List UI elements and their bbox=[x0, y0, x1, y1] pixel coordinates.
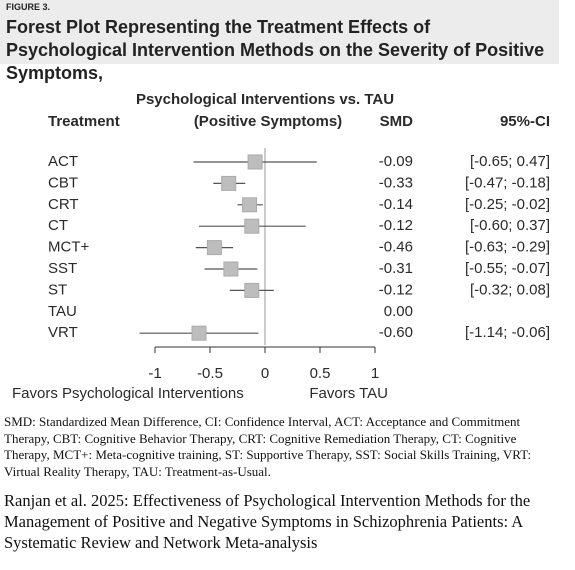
row-label: CBT bbox=[48, 174, 78, 191]
column-header: SMD bbox=[380, 113, 414, 130]
ci-label: [-0.25; -0.02] bbox=[465, 196, 550, 213]
point-estimate bbox=[221, 175, 237, 191]
chart: Psychological Interventions vs. TAU Trea… bbox=[12, 91, 550, 402]
ci-label: [-0.65; 0.47] bbox=[470, 153, 550, 170]
point-estimate bbox=[223, 261, 239, 277]
ci-label: [-0.63; -0.29] bbox=[465, 239, 550, 256]
smd-label: -0.12 bbox=[379, 217, 413, 234]
x-tick-label: 0 bbox=[261, 365, 269, 382]
x-axis-label: Favors TAU bbox=[309, 385, 388, 402]
row-label: TAU bbox=[48, 303, 77, 320]
ci-label: [-0.32; 0.08] bbox=[470, 281, 550, 298]
row-label: CT bbox=[48, 217, 68, 234]
row-label: SST bbox=[48, 260, 77, 277]
smd-label: -0.60 bbox=[379, 324, 413, 341]
point-estimate bbox=[244, 218, 260, 234]
ci-label: [-0.47; -0.18] bbox=[465, 174, 550, 191]
x-tick-label: 1 bbox=[371, 365, 379, 382]
ci-label: [-0.55; -0.07] bbox=[465, 260, 550, 277]
row-label: CRT bbox=[48, 196, 79, 213]
smd-label: -0.12 bbox=[379, 281, 413, 298]
x-tick-label: 0.5 bbox=[310, 365, 331, 382]
smd-label: -0.33 bbox=[379, 174, 413, 191]
point-estimate bbox=[191, 325, 207, 341]
ci-label: [-1.14; -0.06] bbox=[465, 324, 550, 341]
smd-label: -0.14 bbox=[379, 196, 413, 213]
point-estimate bbox=[242, 197, 258, 213]
smd-label: -0.46 bbox=[379, 239, 413, 256]
x-tick-label: -1 bbox=[148, 365, 161, 382]
point-estimate bbox=[244, 282, 260, 298]
smd-label: -0.09 bbox=[379, 153, 413, 170]
heading-band: FIGURE 3. Forest Plot Representing the T… bbox=[0, 0, 559, 83]
x-axis-label: Favors Psychological Interventions bbox=[12, 385, 244, 402]
ci-label: [-0.60; 0.37] bbox=[470, 217, 550, 234]
row-label: ST bbox=[48, 281, 67, 298]
citation: Ranjan et al. 2025: Effectiveness of Psy… bbox=[4, 491, 531, 552]
row-label: ACT bbox=[48, 153, 78, 170]
smd-label: 0.00 bbox=[384, 303, 413, 320]
chart-title: Psychological Interventions vs. TAU bbox=[136, 91, 394, 108]
column-header: 95%-CI bbox=[500, 113, 550, 130]
column-header: Treatment bbox=[48, 113, 120, 130]
figure-label: FIGURE 3. bbox=[6, 2, 51, 12]
row-label: VRT bbox=[48, 324, 78, 341]
chart-subtitle: (Positive Symptoms) bbox=[194, 113, 342, 130]
row-label: MCT+ bbox=[48, 239, 89, 256]
heading: Forest Plot Representing the Treatment E… bbox=[6, 17, 545, 83]
x-tick-label: -0.5 bbox=[197, 365, 223, 382]
smd-label: -0.31 bbox=[379, 260, 413, 277]
footnote: SMD: Standardized Mean Difference, CI: C… bbox=[4, 414, 532, 479]
point-estimate bbox=[206, 240, 222, 256]
point-estimate bbox=[247, 154, 263, 170]
